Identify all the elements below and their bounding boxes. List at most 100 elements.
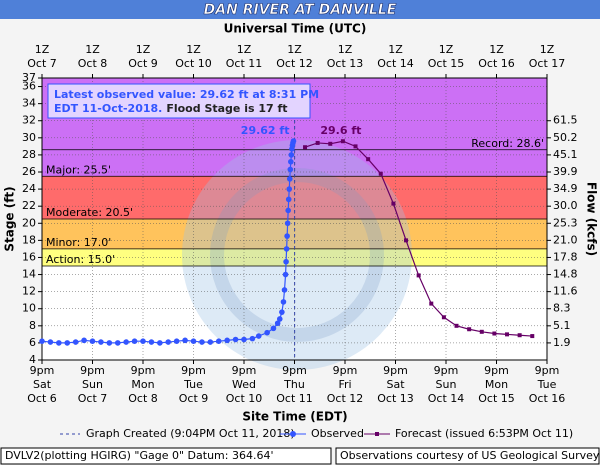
forecast-point [530, 334, 535, 339]
y-axis-title: Stage (ft) [3, 186, 17, 251]
observed-point [287, 166, 294, 173]
y2-tick-label: 5.1 [553, 319, 571, 332]
forecast-point [404, 238, 409, 243]
x-tick-label: Oct 16 [529, 392, 566, 405]
observed-point [249, 335, 256, 342]
x2-tick-label: Oct 17 [529, 57, 566, 70]
observed-point [224, 337, 230, 344]
observed-point [282, 271, 289, 278]
x2-tick-label: Oct 13 [327, 57, 364, 70]
observed-point [280, 299, 287, 305]
y2-tick-label: 50.2 [553, 131, 578, 144]
x2-tick-label: 1Z [287, 43, 302, 56]
flood-label: Minor: 17.0' [46, 236, 111, 249]
y2-tick-label: 14.8 [553, 268, 578, 281]
x-tick-label: Oct 6 [27, 392, 57, 405]
x-tick-label: Oct 13 [377, 392, 414, 405]
observed-point [89, 338, 96, 345]
flood-label: Moderate: 20.5' [46, 206, 133, 219]
y-tick-label: 4 [29, 353, 36, 366]
x2-tick-label: 1Z [85, 43, 100, 56]
observed-point [98, 339, 104, 345]
x2-tick-label: Oct 9 [128, 57, 158, 70]
observed-point [199, 339, 205, 345]
forecast-point [429, 301, 434, 306]
x-tick-label: Fri [338, 378, 351, 391]
observed-point [64, 340, 71, 346]
x-tick-label: 9pm [131, 364, 156, 377]
y-tick-label: 34 [22, 97, 36, 110]
observed-point [279, 309, 285, 315]
x2-tick-label: Oct 15 [428, 57, 465, 70]
observed-point [182, 337, 188, 344]
x-tick-label: 9pm [30, 364, 55, 377]
observed-point [190, 338, 197, 345]
y-tick-label: 8 [29, 319, 36, 332]
x2-tick-label: 1Z [186, 43, 201, 56]
x-tick-label: Sun [436, 378, 457, 391]
x-tick-label: 9pm [535, 364, 560, 377]
observed-point [123, 339, 129, 345]
observed-point [283, 258, 289, 265]
x-tick-label: 9pm [80, 364, 105, 377]
x2-tick-label: 1Z [35, 43, 50, 56]
y-tick-label: 14 [22, 268, 36, 281]
x-tick-label: Oct 8 [128, 392, 158, 405]
y2-tick-label: 17.8 [553, 250, 578, 263]
y2-axis-title: Flow (kcfs) [585, 182, 599, 256]
x-tick-label: 9pm [282, 364, 307, 377]
observed-point [131, 338, 138, 345]
info-line: Latest observed value: 29.62 ft at 8:31 … [54, 88, 319, 101]
x-tick-label: 9pm [333, 364, 358, 377]
x-tick-label: Oct 12 [327, 392, 364, 405]
forecast-point [353, 144, 358, 149]
y2-tick-label: 11.6 [553, 285, 578, 298]
info-note: Flood Stage is 17 ft [166, 102, 287, 115]
y2-tick-label: 21.0 [553, 233, 578, 246]
observed-point [241, 336, 247, 343]
observed-point [56, 340, 62, 346]
observed-point [81, 337, 87, 344]
x-tick-label: Mon [485, 378, 508, 391]
legend-label: Observed [311, 427, 364, 440]
x2-tick-label: 1Z [338, 43, 353, 56]
x2-tick-label: 1Z [237, 43, 252, 56]
x-tick-label: Oct 9 [179, 392, 209, 405]
x2-tick-label: 1Z [388, 43, 403, 56]
y-tick-label: 22 [22, 199, 36, 212]
y-tick-label: 28 [22, 148, 36, 161]
y-tick-label: 6 [29, 336, 36, 349]
watermark-ring [210, 168, 384, 342]
y-tick-label: 26 [22, 165, 36, 178]
observed-point [285, 196, 292, 203]
observed-point [173, 338, 180, 345]
x-tick-label: Mon [131, 378, 154, 391]
x-axis-title: Site Time (EDT) [242, 410, 347, 424]
observed-point [288, 158, 294, 165]
forecast-point [441, 315, 446, 320]
watermark [182, 140, 412, 370]
top-axis-title: Universal Time (UTC) [224, 22, 367, 36]
forecast-point [391, 201, 396, 206]
legend-marker [375, 432, 379, 436]
x-tick-label: 9pm [434, 364, 459, 377]
y2-tick-label: 39.9 [553, 165, 578, 178]
forecast-point [328, 141, 333, 146]
y-tick-label: 18 [22, 233, 36, 246]
x-tick-label: Tue [537, 378, 557, 391]
y2-tick-label: 34.9 [553, 182, 578, 195]
x2-tick-label: Oct 11 [226, 57, 263, 70]
y-tick-label: 20 [22, 216, 36, 229]
footer-right-box [335, 447, 600, 465]
forecast-point [416, 273, 421, 278]
legend-label: Forecast (issued 6:53PM Oct 11) [395, 427, 573, 440]
x2-tick-label: 1Z [439, 43, 454, 56]
plot-area: Action: 15.0' Minor: 17.0' Moderate: 20.5'… [22, 43, 578, 405]
x2-tick-label: Oct 16 [478, 57, 515, 70]
info-date: EDT 11-Oct-2018. [54, 102, 162, 115]
forecast-point [315, 140, 320, 145]
x-tick-label: Thu [283, 378, 305, 391]
x-tick-label: Oct 10 [226, 392, 263, 405]
info-box [47, 83, 311, 119]
y2-tick-label: 8.3 [553, 302, 571, 315]
